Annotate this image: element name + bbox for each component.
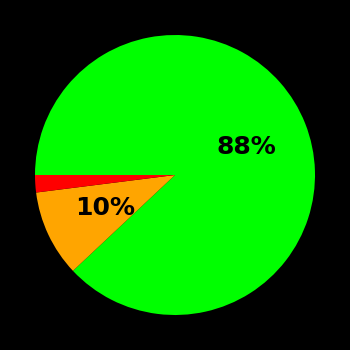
Text: 10%: 10%	[75, 196, 135, 220]
Wedge shape	[36, 175, 175, 271]
Wedge shape	[35, 35, 315, 315]
Text: 88%: 88%	[217, 135, 276, 159]
Wedge shape	[35, 175, 175, 192]
